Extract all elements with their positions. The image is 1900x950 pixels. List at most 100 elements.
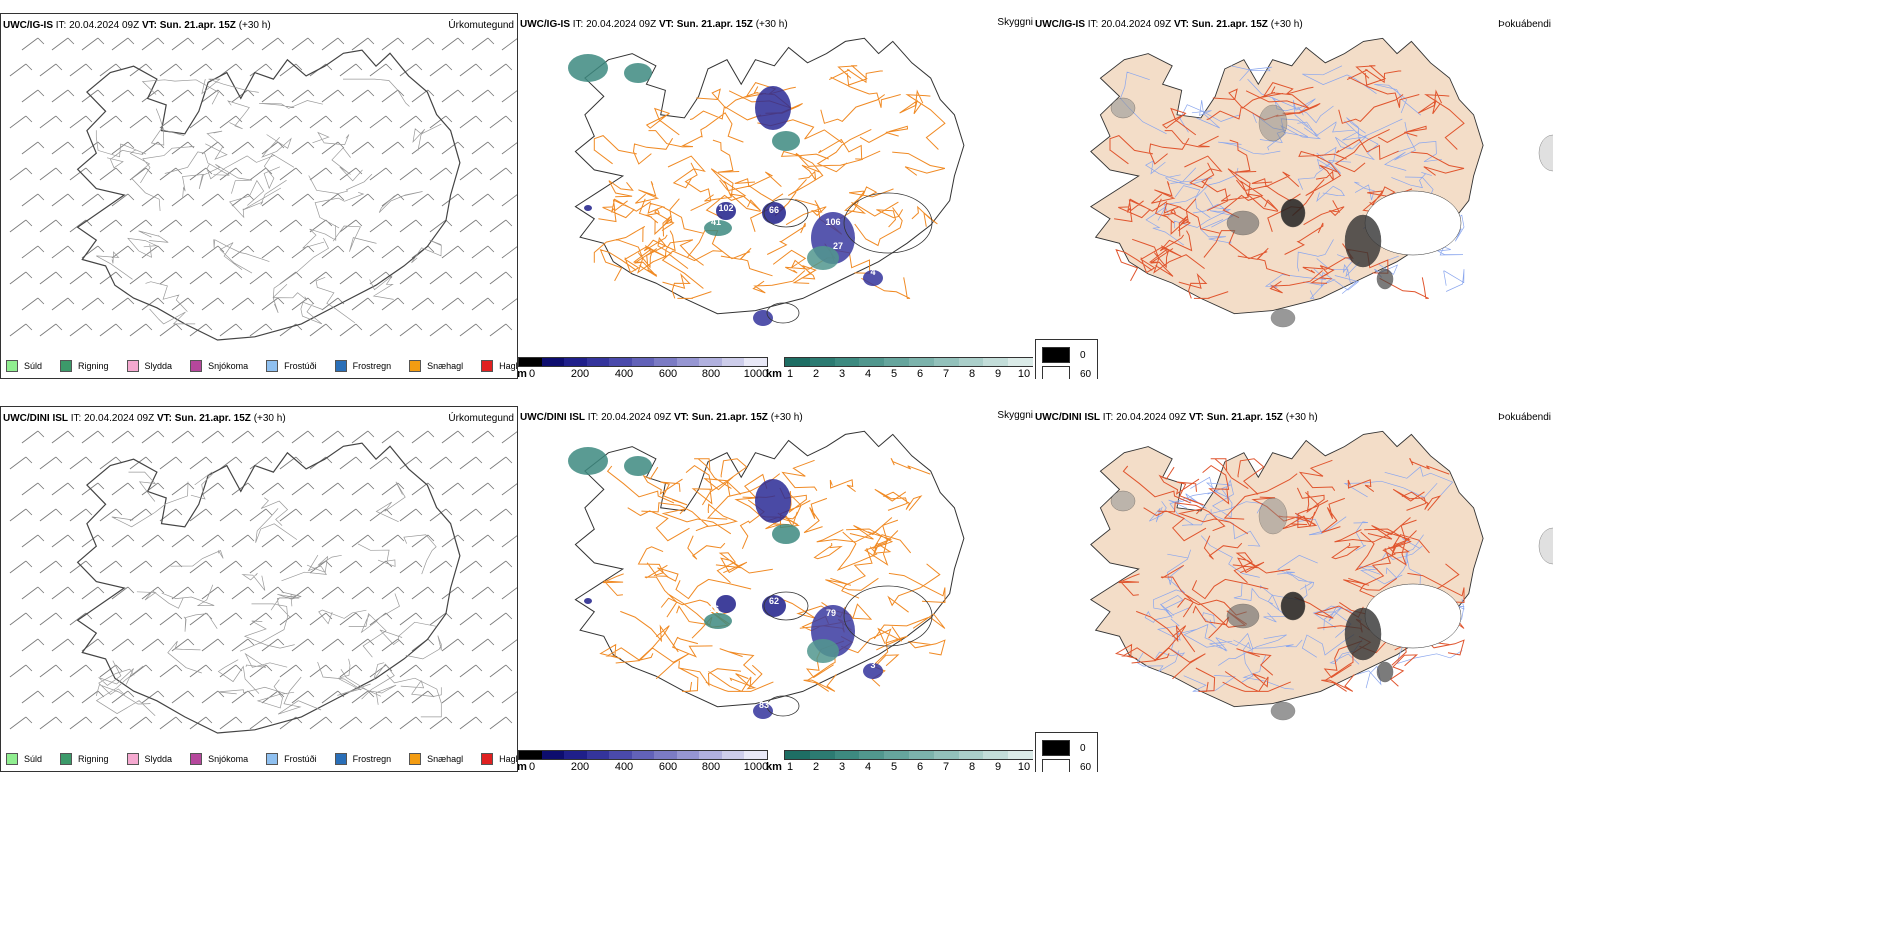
cloud-visibility-panel-bottom: UWC/DINI ISL IT: 20.04.2024 09Z VT: Sun.…	[518, 406, 1033, 772]
legend-item-frostregn: Frostregn	[334, 753, 391, 765]
legend-item-slydda: Slydda	[126, 360, 172, 372]
iceland-land	[1089, 430, 1484, 708]
precip-type-title: Úrkomutegund	[448, 20, 514, 31]
panel-title: UWC/IG-IS IT: 20.04.2024 09Z VT: Sun. 21…	[1035, 19, 1303, 30]
cloud-base-label: 62	[769, 596, 779, 606]
cloudbase-colorbar: m 0 200 400 600 800 1000	[518, 357, 768, 379]
cloud-map: 102 66 41 106 27 4	[568, 37, 965, 326]
legend-item-snaehagl: Snæhagl	[409, 360, 463, 372]
fog-map	[1089, 37, 1553, 328]
visibility-colorbar: km 1 2 3 4 5 6 7 8 9 10	[766, 357, 1033, 379]
fog-legend: 0 60	[1035, 339, 1099, 379]
iceland-outline	[574, 37, 965, 315]
swatch	[126, 360, 139, 372]
swatch	[481, 360, 494, 372]
swatch	[60, 753, 73, 765]
panel-title: UWC/DINI ISL IT: 20.04.2024 09Z VT: Sun.…	[3, 413, 286, 424]
swatch	[334, 753, 347, 765]
swatch	[126, 753, 139, 765]
visibility-title: Skyggni	[997, 410, 1033, 421]
legend-item-sudl: Súld	[6, 360, 42, 372]
cloud-base-label: 79	[826, 608, 836, 618]
unit-label: km	[766, 368, 782, 379]
road-network	[593, 65, 946, 299]
swatch	[6, 360, 18, 372]
precip-type-panel-bottom: UWC/DINI ISL IT: 20.04.2024 09Z VT: Sun.…	[0, 406, 518, 772]
panel-title: UWC/DINI ISL IT: 20.04.2024 09Z VT: Sun.…	[1035, 412, 1318, 423]
legend-item-snjokoma: Snjókoma	[190, 753, 248, 765]
legend-item-haglel: Haglél	[481, 360, 517, 372]
legend-item-haglel: Haglél	[481, 753, 517, 765]
cloudbase-gradient	[518, 357, 768, 367]
swatch	[190, 753, 203, 765]
cloudbase-ticks: m 0 200 400 600 800 1000	[518, 761, 769, 772]
swatch	[60, 360, 73, 372]
cloud-base-label: 19	[743, 704, 753, 714]
swatch	[6, 753, 18, 765]
road-network	[599, 458, 946, 693]
iceland-outline	[76, 442, 461, 734]
panel-title: UWC/IG-IS IT: 20.04.2024 09Z VT: Sun. 21…	[3, 20, 271, 31]
swatch	[266, 360, 279, 372]
precip-legend: Súld Rigning Slydda Snjókoma Frostúði Fr…	[6, 360, 517, 372]
swatch	[409, 360, 422, 372]
swatch	[190, 360, 203, 372]
swatch	[409, 753, 422, 765]
legend-item-frostudi: Frostúði	[266, 360, 317, 372]
fog-index-title: Þokuábendi	[1498, 19, 1551, 30]
panel-title: UWC/DINI ISL IT: 20.04.2024 09Z VT: Sun.…	[520, 412, 803, 423]
unit-label: m	[518, 368, 527, 379]
wind-barbs	[9, 430, 517, 730]
cloud-base-label: 102	[718, 203, 733, 213]
fog-legend-row: 60	[1042, 366, 1091, 379]
legend-item-frostregn: Frostregn	[334, 360, 391, 372]
cloud-base-label: 3	[870, 660, 875, 670]
cloud-base-label: 83	[759, 700, 769, 710]
fog-legend-row: 0	[1042, 347, 1091, 363]
swatch	[266, 753, 279, 765]
visibility-title: Skyggni	[997, 17, 1033, 28]
cloud-patches	[568, 54, 933, 326]
legend-item-frostudi: Frostúði	[266, 753, 317, 765]
cloud-base-label: 41	[711, 217, 721, 227]
fog-legend: 0 60	[1035, 732, 1099, 772]
panel-title: UWC/IG-IS IT: 20.04.2024 09Z VT: Sun. 21…	[520, 19, 788, 30]
visibility-gradient	[784, 357, 1033, 367]
unit-label: m	[518, 761, 527, 772]
cloud-base-labels: 62 79 16 83 19 3	[709, 596, 876, 714]
cloudbase-gradient	[518, 750, 768, 760]
swatch	[334, 360, 347, 372]
cloud-base-label: 27	[833, 241, 843, 251]
legend-item-rigning: Rigning	[60, 360, 109, 372]
swatch	[481, 753, 494, 765]
precip-legend: Súld Rigning Slydda Snjókoma Frostúði Fr…	[6, 753, 517, 765]
fog-panel-bottom: UWC/DINI ISL IT: 20.04.2024 09Z VT: Sun.…	[1033, 406, 1553, 772]
fog-legend-row: 0	[1042, 740, 1091, 756]
visibility-ticks: km 1 2 3 4 5 6 7 8 9 10	[766, 761, 1031, 772]
fog-index-title: Þokuábendi	[1498, 412, 1551, 423]
legend-item-snaehagl: Snæhagl	[409, 753, 463, 765]
legend-item-snjokoma: Snjókoma	[190, 360, 248, 372]
precip-type-panel-top: UWC/IG-IS IT: 20.04.2024 09Z VT: Sun. 21…	[0, 13, 518, 379]
cloud-base-label: 4	[870, 267, 875, 277]
visibility-colorbar: km 1 2 3 4 5 6 7 8 9 10	[766, 750, 1033, 772]
cloudbase-colorbar: m 0 200 400 600 800 1000	[518, 750, 768, 772]
visibility-gradient	[784, 750, 1033, 760]
road-network	[95, 78, 442, 325]
river-network	[1119, 65, 1465, 299]
fog-blobs	[1110, 97, 1553, 328]
wind-barbs	[9, 37, 517, 337]
iceland-outline	[76, 49, 461, 341]
fog-legend-row: 60	[1042, 759, 1091, 772]
cloud-visibility-panel-top: UWC/IG-IS IT: 20.04.2024 09Z VT: Sun. 21…	[518, 13, 1033, 379]
visibility-ticks: km 1 2 3 4 5 6 7 8 9 10	[766, 368, 1031, 379]
fog-map	[1089, 430, 1553, 721]
legend-item-sudl: Súld	[6, 753, 42, 765]
iceland-outline	[574, 430, 965, 708]
cloud-base-labels: 102 66 41 106 27 4	[711, 203, 876, 277]
cloud-base-label: 16	[709, 604, 719, 614]
unit-label: km	[766, 761, 782, 772]
cloud-base-label: 66	[769, 205, 779, 215]
fog-panel-top: UWC/IG-IS IT: 20.04.2024 09Z VT: Sun. 21…	[1033, 13, 1553, 379]
cloud-map: 62 79 16 83 19 3	[568, 430, 965, 719]
